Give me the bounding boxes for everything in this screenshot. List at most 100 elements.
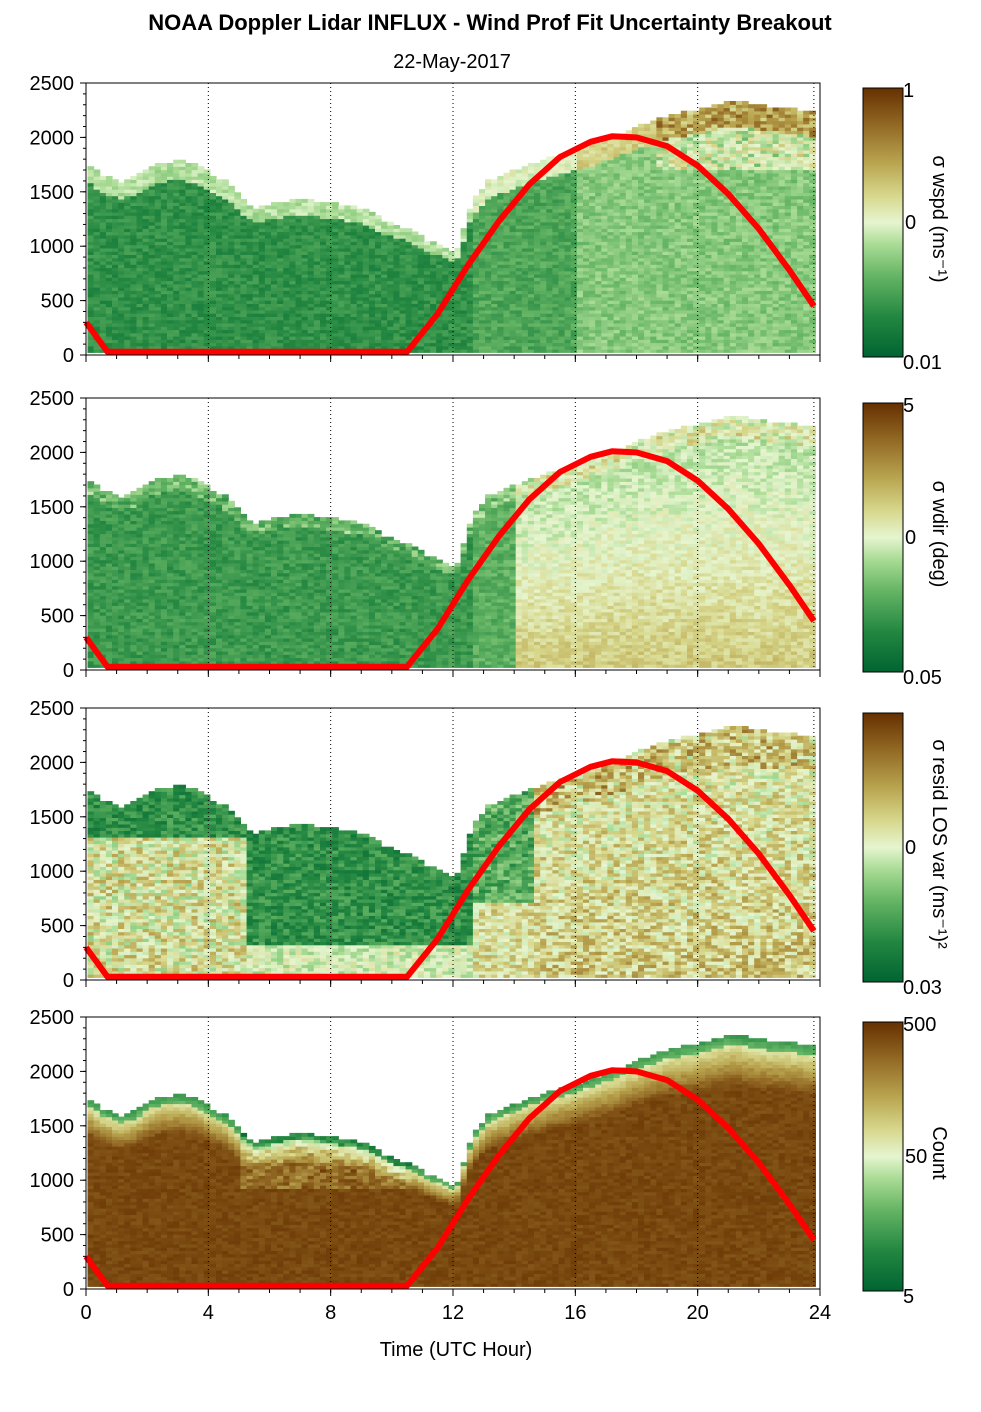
heatmap-cell xyxy=(350,303,358,308)
heatmap-cell xyxy=(191,300,199,304)
heatmap-cell xyxy=(118,309,125,314)
heatmap-cell xyxy=(320,336,327,340)
heatmap-cell xyxy=(191,247,199,252)
heatmap-cell xyxy=(209,221,217,226)
heatmap-cell xyxy=(313,332,321,337)
heatmap-cell xyxy=(167,303,174,308)
heatmap-cell xyxy=(313,260,321,265)
heatmap-cell xyxy=(142,192,150,197)
heatmap-cell xyxy=(136,195,144,200)
heatmap-cell xyxy=(332,231,339,236)
heatmap-cell xyxy=(167,211,174,216)
heatmap-cell xyxy=(338,345,345,350)
heatmap-cell xyxy=(99,309,107,314)
heatmap-cell xyxy=(87,208,95,213)
heatmap-cell xyxy=(216,179,223,184)
heatmap-cell xyxy=(154,208,162,213)
heatmap-cell xyxy=(130,182,137,187)
heatmap-cell xyxy=(173,251,180,255)
heatmap-cell xyxy=(307,198,315,203)
heatmap-cell xyxy=(289,303,297,308)
heatmap-cell xyxy=(344,339,352,344)
heatmap-cell xyxy=(191,319,199,324)
heatmap-cell xyxy=(234,339,241,344)
heatmap-cell xyxy=(295,293,303,298)
heatmap-cell xyxy=(320,319,327,324)
heatmap-cell xyxy=(148,234,156,239)
heatmap-cell xyxy=(277,283,284,288)
heatmap-cell xyxy=(173,283,180,288)
heatmap-cell xyxy=(179,280,186,285)
heatmap-cell xyxy=(264,267,272,272)
heatmap-cell xyxy=(130,241,137,246)
heatmap-cell xyxy=(124,241,131,246)
heatmap-cell xyxy=(252,287,260,291)
heatmap-cell xyxy=(485,179,492,184)
heatmap-cell xyxy=(87,270,95,275)
heatmap-cell xyxy=(154,277,162,282)
heatmap-cell xyxy=(154,244,162,249)
heatmap-cell xyxy=(332,345,339,350)
heatmap-cell xyxy=(148,332,156,337)
heatmap-cell xyxy=(307,241,315,246)
heatmap-cell xyxy=(240,283,248,288)
heatmap-cell xyxy=(167,339,174,344)
heatmap-cell xyxy=(167,277,174,282)
heatmap-cell xyxy=(112,309,119,314)
heatmap-cell xyxy=(160,172,168,177)
heatmap-cell xyxy=(203,283,211,288)
heatmap-cell xyxy=(130,257,137,262)
heatmap-cell xyxy=(203,225,211,229)
heatmap-cell xyxy=(350,345,358,350)
heatmap-cell xyxy=(277,342,284,347)
heatmap-cell xyxy=(320,342,327,347)
heatmap-cell xyxy=(240,316,248,321)
heatmap-cell xyxy=(283,208,290,213)
heatmap-cell xyxy=(209,309,217,314)
heatmap-cell xyxy=(246,290,254,295)
heatmap-cell xyxy=(124,198,131,203)
heatmap-cell xyxy=(295,303,303,308)
heatmap-cell xyxy=(124,280,131,285)
heatmap-cell xyxy=(167,342,174,347)
heatmap-cell xyxy=(173,176,180,180)
heatmap-cell xyxy=(87,287,95,291)
heatmap-cell xyxy=(93,169,101,174)
heatmap-cell xyxy=(93,176,101,180)
heatmap-cell xyxy=(197,342,205,347)
heatmap-cell xyxy=(301,313,309,317)
heatmap-cell xyxy=(246,270,254,275)
heatmap-cell xyxy=(423,241,431,246)
heatmap-cell xyxy=(203,215,211,220)
heatmap-cell xyxy=(301,260,309,265)
heatmap-cell xyxy=(326,277,333,282)
heatmap-cell xyxy=(154,241,162,246)
heatmap-cell xyxy=(191,238,199,242)
heatmap-cell xyxy=(344,254,352,259)
heatmap-cell xyxy=(148,277,156,282)
heatmap-cell xyxy=(338,247,345,252)
heatmap-cell xyxy=(154,189,162,193)
heatmap-cell xyxy=(167,231,174,236)
heatmap-cell xyxy=(271,332,278,337)
heatmap-cell xyxy=(99,277,107,282)
heatmap-cell xyxy=(417,234,425,239)
heatmap-cell xyxy=(258,234,266,239)
heatmap-cell xyxy=(283,264,290,269)
heatmap-cell xyxy=(240,267,248,272)
heatmap-cell xyxy=(191,231,199,236)
heatmap-cell xyxy=(197,260,205,265)
heatmap-cell xyxy=(142,234,150,239)
heatmap-cell xyxy=(277,241,284,246)
heatmap-cell xyxy=(136,309,144,314)
heatmap-cell xyxy=(246,264,254,269)
heatmap-cell xyxy=(148,228,156,233)
heatmap-cell xyxy=(216,211,223,216)
heatmap-cell xyxy=(118,280,125,285)
heatmap-cell xyxy=(326,260,333,265)
heatmap-cell xyxy=(179,172,186,177)
heatmap-cell xyxy=(362,208,370,213)
heatmap-cell xyxy=(301,205,309,210)
heatmap-cell xyxy=(252,290,260,295)
